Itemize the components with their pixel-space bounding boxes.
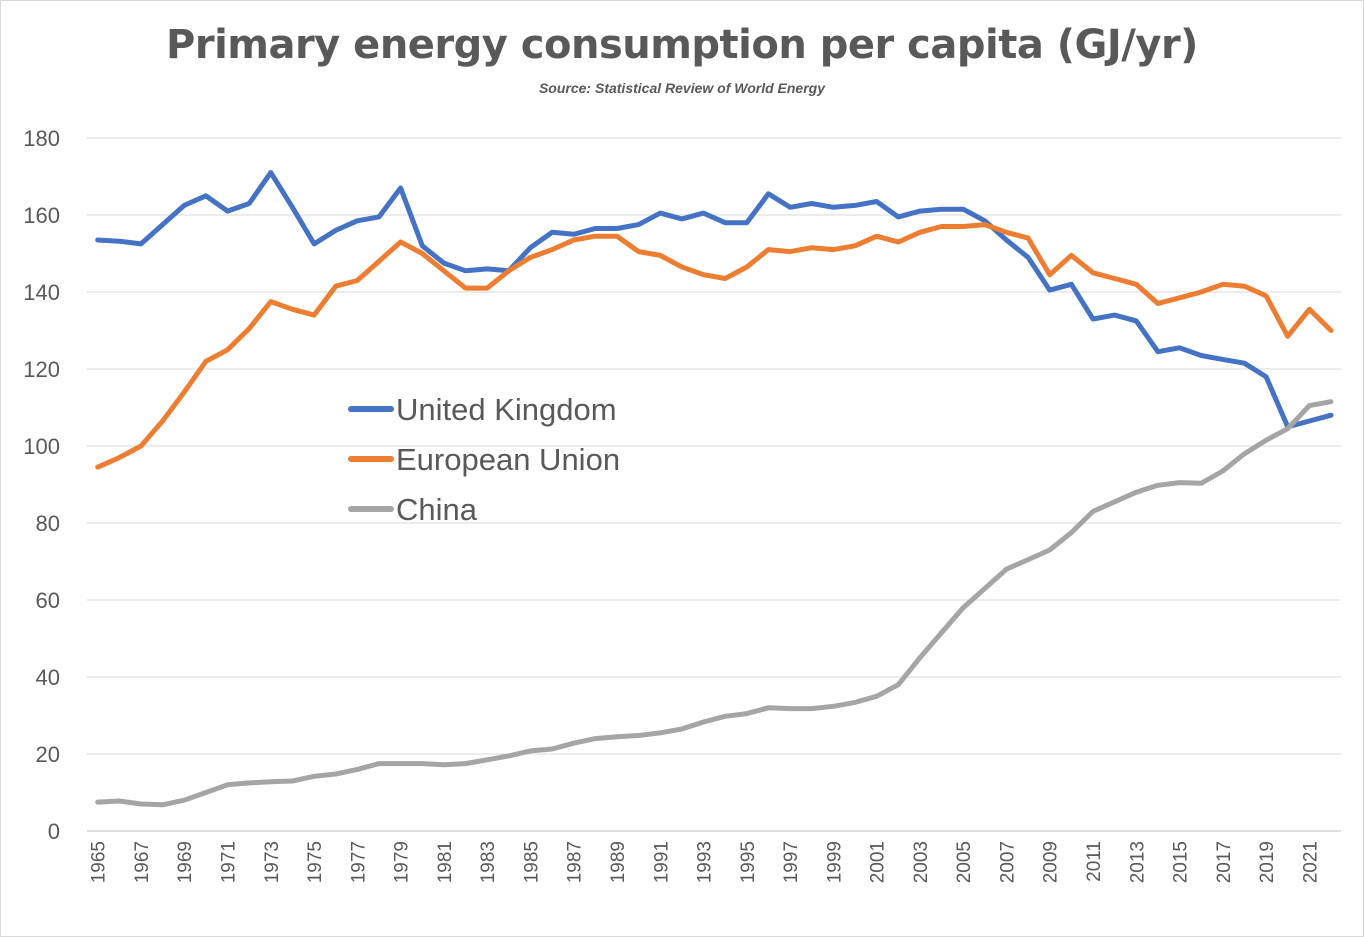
x-tick-label: 1971 — [219, 841, 240, 883]
x-tick-label: 1979 — [392, 841, 413, 883]
y-tick-label: 180 — [23, 126, 60, 151]
y-tick-label: 40 — [36, 665, 60, 690]
x-tick-label: 2007 — [997, 841, 1018, 883]
x-tick-label: 1969 — [175, 841, 196, 883]
x-tick-label: 1987 — [565, 841, 586, 883]
x-tick-label: 1981 — [435, 841, 456, 883]
x-tick-label: 1991 — [651, 841, 672, 883]
y-tick-label: 0 — [48, 819, 60, 844]
y-tick-label: 80 — [36, 511, 60, 536]
x-tick-label: 2013 — [1127, 841, 1148, 883]
x-tick-label: 1985 — [521, 841, 542, 883]
y-tick-label: 140 — [23, 280, 60, 305]
series-line-european-union — [95, 222, 1334, 470]
x-tick-label: 1995 — [738, 841, 759, 883]
x-tick-label: 2003 — [911, 841, 932, 883]
y-tick-label: 20 — [36, 742, 60, 767]
x-tick-label: 2005 — [954, 841, 975, 883]
chart-subtitle: Source: Statistical Review of World Ener… — [538, 80, 826, 96]
x-tick-label: 1965 — [89, 841, 110, 883]
legend-label-china: China — [396, 492, 478, 527]
x-tick-label: 1989 — [608, 841, 629, 883]
x-tick-label: 1977 — [348, 841, 369, 883]
x-tick-label: 2011 — [1084, 841, 1105, 882]
x-tick-label: 1999 — [824, 841, 845, 883]
x-tick-label: 1975 — [305, 841, 326, 883]
legend-label-united-kingdom: United Kingdom — [396, 392, 617, 427]
y-tick-label: 100 — [23, 434, 60, 459]
series-line-china — [95, 399, 1334, 808]
x-tick-label: 2019 — [1257, 841, 1278, 883]
x-tick-label: 2009 — [1041, 841, 1062, 883]
x-tick-label: 2017 — [1214, 841, 1235, 883]
chart-title: Primary energy consumption per capita (G… — [166, 22, 1198, 68]
series-line-united-kingdom — [95, 170, 1334, 430]
y-tick-label: 160 — [23, 203, 60, 228]
legend-label-european-union: European Union — [396, 442, 620, 477]
x-axis-tick-labels: 1965 1967 1969 1971 1973 1975 1977 1979 1981 1983… — [89, 841, 1322, 883]
y-axis-tick-labels: 0 20 40 60 80 100 120 140 160 180 — [23, 126, 60, 844]
x-tick-label: 1973 — [262, 841, 283, 883]
x-tick-label: 1967 — [132, 841, 153, 883]
x-tick-label: 1983 — [478, 841, 499, 883]
y-tick-label: 60 — [36, 588, 60, 613]
x-tick-label: 1993 — [695, 841, 716, 883]
x-tick-label: 2021 — [1300, 841, 1321, 883]
x-tick-label: 2015 — [1171, 841, 1192, 883]
y-tick-label: 120 — [23, 357, 60, 382]
legend: United Kingdom European Union China — [348, 392, 620, 527]
x-tick-label: 2001 — [868, 841, 889, 883]
series-lines — [95, 170, 1334, 808]
x-tick-label: 1997 — [781, 841, 802, 883]
gridlines — [87, 137, 1341, 832]
